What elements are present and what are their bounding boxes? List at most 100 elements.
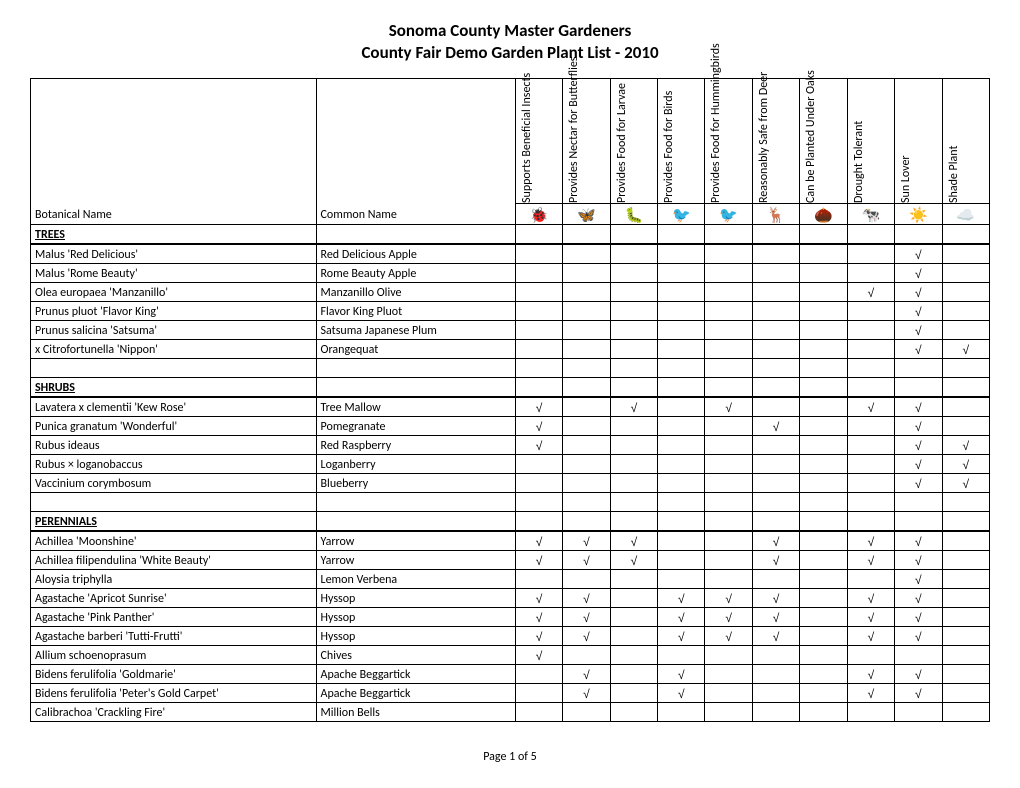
botanical-name: Rubus × loganobaccus	[31, 455, 317, 474]
col-attr-4: Provides Food for Hummingbirds	[705, 79, 752, 204]
bird-icon: 🐦	[658, 204, 705, 225]
drought-icon: 🐄	[847, 204, 894, 225]
attr-cell	[752, 684, 799, 703]
attr-cell	[705, 340, 752, 359]
attr-cell	[847, 417, 894, 436]
common-name: Red Raspberry	[316, 436, 515, 455]
botanical-name: Agastache barberi 'Tutti-Frutti'	[31, 627, 317, 646]
attr-cell: √	[563, 627, 610, 646]
attr-cell	[515, 340, 562, 359]
attr-cell: √	[515, 531, 562, 551]
attr-cell	[800, 703, 847, 722]
botanical-name: Agastache 'Pink Panther'	[31, 608, 317, 627]
attr-cell	[800, 455, 847, 474]
attr-cell: √	[658, 684, 705, 703]
attr-cell: √	[942, 455, 989, 474]
attr-cell	[800, 436, 847, 455]
attr-cell	[942, 627, 989, 646]
attr-cell: √	[847, 684, 894, 703]
section-row: SHRUBS	[31, 378, 990, 398]
attr-cell	[658, 436, 705, 455]
attr-cell	[752, 570, 799, 589]
attr-cell: √	[563, 608, 610, 627]
attr-cell	[658, 417, 705, 436]
attr-cell	[847, 321, 894, 340]
butterfly-icon: 🦋	[563, 204, 610, 225]
acorn-icon: 🌰	[800, 204, 847, 225]
attr-cell	[705, 264, 752, 283]
col-attr-2: Provides Food for Larvae	[610, 79, 657, 204]
botanical-name: Bidens ferulifolia 'Peter's Gold Carpet'	[31, 684, 317, 703]
botanical-name: Punica granatum 'Wonderful'	[31, 417, 317, 436]
attr-cell	[800, 340, 847, 359]
attr-cell	[705, 436, 752, 455]
attr-cell	[942, 646, 989, 665]
attr-cell	[610, 646, 657, 665]
attr-cell	[942, 302, 989, 321]
attr-cell	[563, 340, 610, 359]
common-name: Tree Mallow	[316, 397, 515, 417]
attr-cell	[610, 608, 657, 627]
attr-cell	[563, 302, 610, 321]
attr-cell	[705, 283, 752, 302]
attr-cell	[610, 417, 657, 436]
attr-cell: √	[895, 531, 942, 551]
common-name: Hyssop	[316, 589, 515, 608]
common-name: Loganberry	[316, 455, 515, 474]
attr-cell	[895, 646, 942, 665]
attr-cell: √	[942, 340, 989, 359]
col-attr-3: Provides Food for Birds	[658, 79, 705, 204]
attr-cell: √	[895, 665, 942, 684]
attr-cell	[800, 646, 847, 665]
attr-cell	[610, 340, 657, 359]
attr-cell	[752, 283, 799, 302]
table-row: Prunus salicina 'Satsuma'Satsuma Japanes…	[31, 321, 990, 340]
attr-cell	[942, 264, 989, 283]
attr-cell	[658, 302, 705, 321]
table-row: x Citrofortunella 'Nippon'Orangequat√√	[31, 340, 990, 359]
attr-cell: √	[563, 684, 610, 703]
attr-cell	[800, 684, 847, 703]
attr-cell	[563, 703, 610, 722]
attr-cell	[658, 397, 705, 417]
attr-cell	[563, 244, 610, 264]
attr-cell	[658, 646, 705, 665]
col-attr-1: Provides Nectar for Butterflies	[563, 79, 610, 204]
attr-cell	[942, 665, 989, 684]
attr-cell	[800, 665, 847, 684]
attr-cell	[847, 703, 894, 722]
botanical-name: Rubus ideaus	[31, 436, 317, 455]
attr-cell	[705, 665, 752, 684]
attr-cell	[658, 551, 705, 570]
attr-cell	[705, 646, 752, 665]
table-row: Bidens ferulifolia 'Peter's Gold Carpet'…	[31, 684, 990, 703]
attr-cell	[705, 302, 752, 321]
attr-cell	[847, 455, 894, 474]
attr-cell	[610, 302, 657, 321]
attr-cell: √	[515, 627, 562, 646]
attr-cell	[705, 703, 752, 722]
attr-cell	[800, 321, 847, 340]
attr-cell	[800, 551, 847, 570]
attr-cell	[610, 455, 657, 474]
attr-cell: √	[895, 436, 942, 455]
col-botanical: Botanical Name	[31, 79, 317, 225]
attr-cell	[515, 703, 562, 722]
ladybug-icon: 🐞	[515, 204, 562, 225]
attr-cell: √	[895, 627, 942, 646]
attr-cell: √	[895, 321, 942, 340]
table-row: Rubus × loganobaccusLoganberry√√	[31, 455, 990, 474]
spacer-row	[31, 359, 990, 378]
attr-cell	[800, 474, 847, 493]
attr-cell	[942, 608, 989, 627]
attr-cell	[658, 244, 705, 264]
attr-cell	[515, 283, 562, 302]
attr-cell: √	[610, 531, 657, 551]
attr-cell	[752, 302, 799, 321]
common-name: Manzanillo Olive	[316, 283, 515, 302]
attr-cell	[752, 340, 799, 359]
attr-cell: √	[515, 417, 562, 436]
attr-cell: √	[752, 531, 799, 551]
attr-cell: √	[705, 397, 752, 417]
section-row: PERENNIALS	[31, 512, 990, 532]
